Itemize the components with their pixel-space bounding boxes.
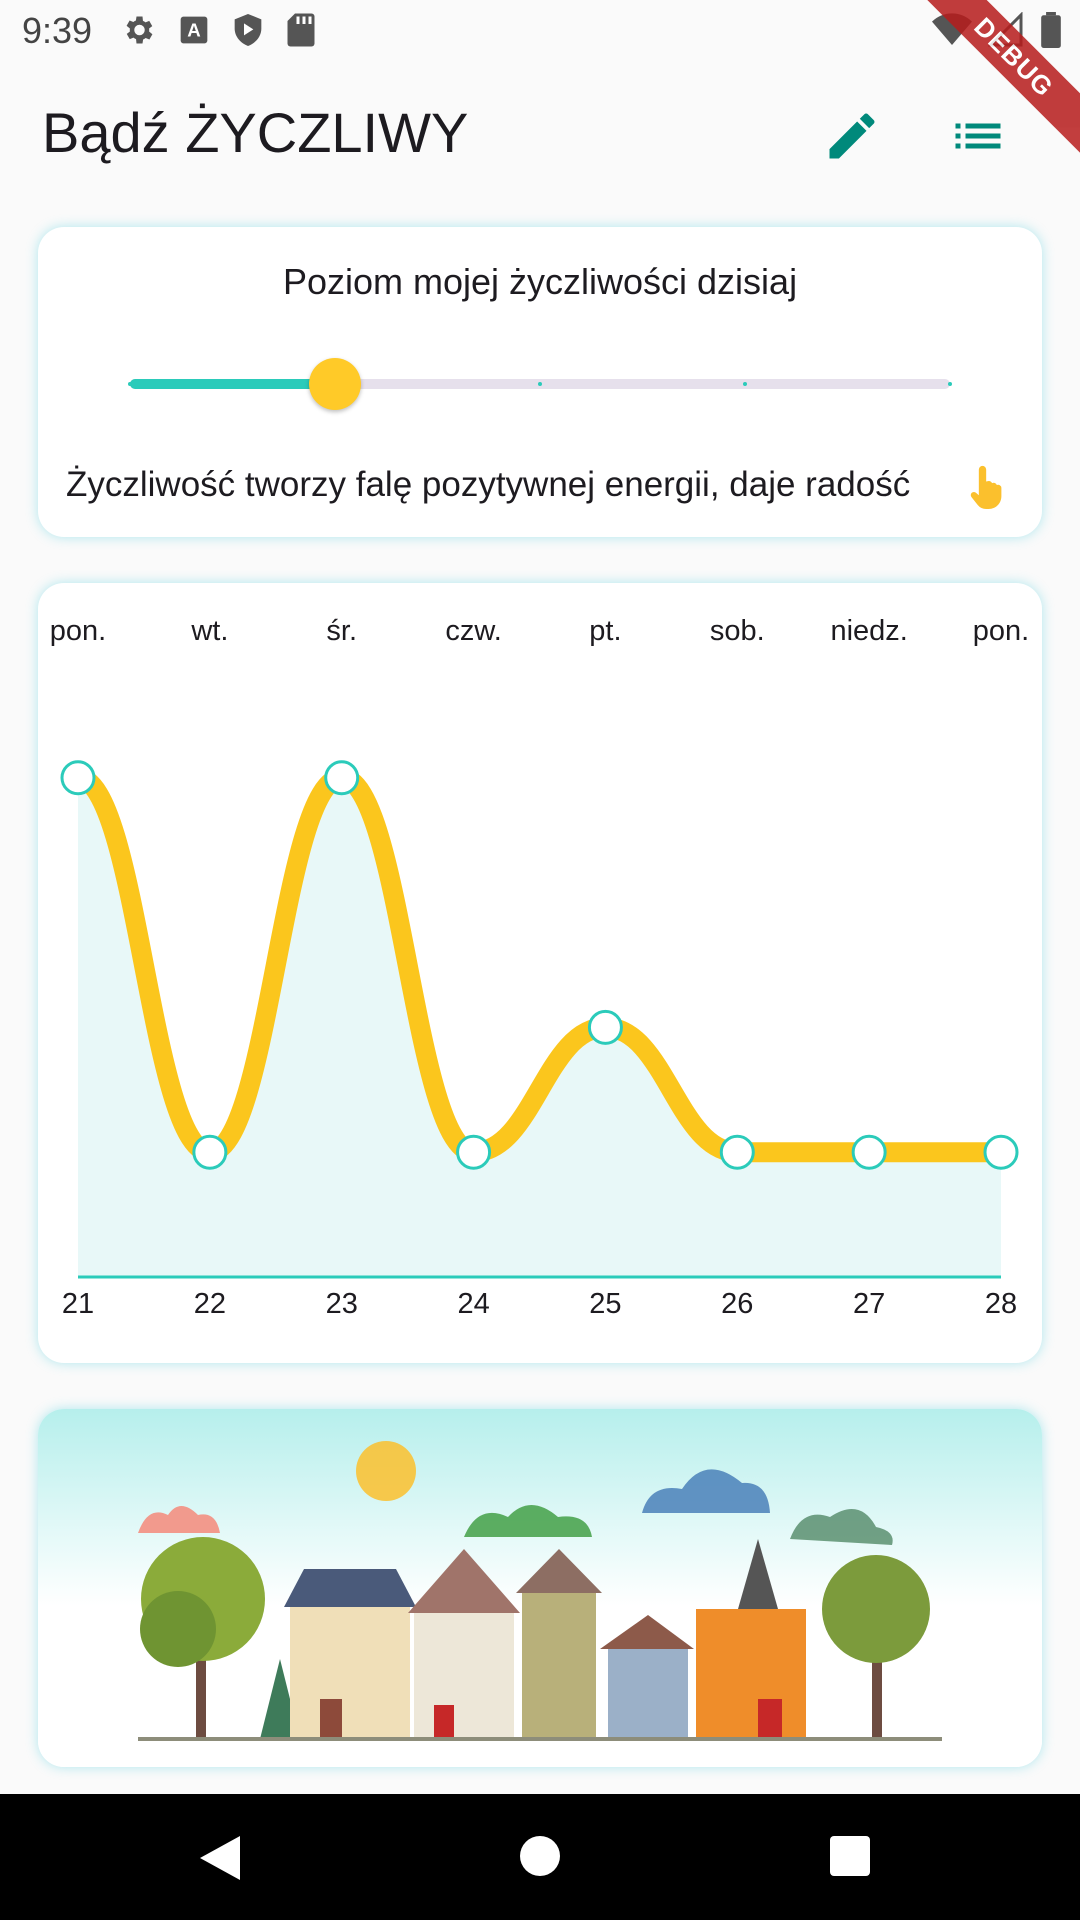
status-bar: 9:39 A [0, 0, 1080, 62]
cloud-icon [464, 1505, 592, 1537]
slider-thumb[interactable] [309, 358, 361, 410]
day-label: niedz. [830, 615, 907, 647]
kindness-slider[interactable] [128, 358, 952, 410]
x-tick-label: 26 [721, 1288, 753, 1320]
x-tick-label: 24 [457, 1288, 489, 1320]
list-button[interactable] [948, 106, 1008, 166]
x-tick-label: 22 [194, 1288, 226, 1320]
x-tick-label: 28 [985, 1288, 1017, 1320]
status-icons-left: A [120, 12, 316, 48]
data-point [324, 760, 360, 796]
house-icon [408, 1549, 520, 1739]
day-label: śr. [326, 615, 357, 647]
weekly-chart-card: pon. 21 wt. 22 śr. 23 czw. 24 pt. 25 sob. 26 niedz. 2… [38, 583, 1042, 1363]
day-label: czw. [445, 615, 501, 647]
kindness-line-chart: pon. 21 wt. 22 śr. 23 czw. 24 pt. 25 sob. 26 niedz. 2… [50, 615, 1029, 1320]
sun-icon [356, 1441, 416, 1501]
svg-text:A: A [187, 20, 200, 41]
cloud-icon [138, 1506, 220, 1533]
town-illustration-card [38, 1409, 1042, 1767]
x-tick-label: 25 [589, 1288, 621, 1320]
system-nav-bar [0, 1794, 1080, 1920]
slider-tick [538, 382, 542, 386]
cloud-icon [642, 1469, 770, 1513]
data-point [983, 1134, 1019, 1170]
battery-icon [1041, 12, 1061, 48]
day-label: pt. [589, 615, 621, 647]
slider-tick [948, 382, 952, 386]
home-icon[interactable] [520, 1836, 560, 1876]
kindness-level-title: Poziom mojej życzliwości dzisiaj [282, 261, 798, 302]
slider-active-track [130, 379, 335, 389]
shield-play-icon [234, 14, 262, 46]
tree-icon [822, 1555, 930, 1739]
series-line [68, 767, 1011, 1163]
data-point [456, 1134, 492, 1170]
house-icon [516, 1549, 602, 1739]
page-title: Bądź ŻYCZLIWY [42, 101, 469, 164]
day-label: wt. [190, 615, 228, 647]
edit-button[interactable] [822, 106, 882, 166]
x-tick-label: 21 [62, 1288, 94, 1320]
chart-area-fill [78, 777, 1001, 1277]
day-label: sob. [710, 615, 765, 647]
status-time: 9:39 [22, 10, 93, 51]
cloud-icon [790, 1509, 893, 1545]
town-illustration [38, 1409, 1042, 1767]
tap-hand-icon[interactable] [966, 463, 1010, 511]
a-icon: A [180, 16, 208, 44]
list-icon [955, 123, 1001, 149]
gear-icon [126, 16, 153, 44]
data-point [587, 1009, 623, 1045]
house-icon [284, 1569, 416, 1739]
ground [138, 1737, 942, 1741]
edit-icon [829, 113, 875, 159]
kindness-level-card: Poziom mojej życzliwości dzisiaj Życzliw… [38, 227, 1042, 537]
day-label: pon. [50, 615, 106, 647]
slider-tick [743, 382, 747, 386]
tree-icon [140, 1537, 265, 1739]
app-bar: Bądź ŻYCZLIWY [0, 70, 1080, 200]
house-icon [600, 1615, 694, 1739]
kindness-message[interactable]: Życzliwość tworzy falę pozytywnej energi… [66, 465, 911, 504]
data-point [60, 760, 96, 796]
day-label: pon. [973, 615, 1029, 647]
recent-apps-icon[interactable] [830, 1836, 870, 1876]
data-point [719, 1134, 755, 1170]
house-icon [696, 1539, 806, 1739]
x-tick-label: 23 [326, 1288, 358, 1320]
data-point [192, 1134, 228, 1170]
data-point [851, 1134, 887, 1170]
back-icon[interactable] [200, 1836, 240, 1880]
sd-card-icon [287, 13, 315, 47]
x-tick-label: 27 [853, 1288, 885, 1320]
